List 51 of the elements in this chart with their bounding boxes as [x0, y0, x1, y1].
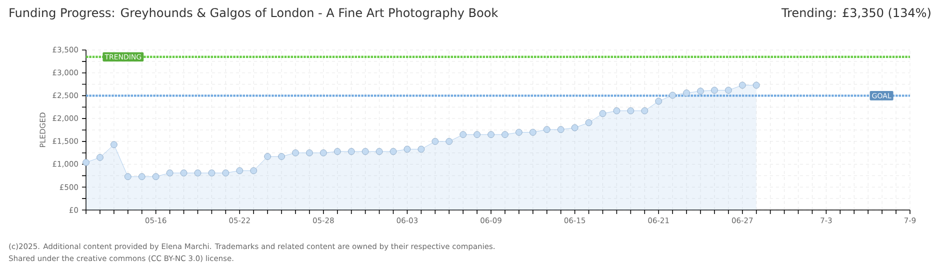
point — [166, 170, 174, 176]
point — [446, 138, 453, 145]
point — [571, 124, 578, 132]
point — [543, 126, 550, 133]
point — [292, 149, 299, 156]
point — [752, 82, 760, 89]
point — [278, 153, 285, 160]
point — [334, 148, 341, 155]
point — [488, 131, 494, 138]
point — [502, 131, 508, 138]
point — [306, 149, 313, 156]
point — [516, 128, 522, 136]
chart-title: Funding Progress: Greyhounds & Galgos of London - A Fine Art Photography Book — [10, 8, 498, 20]
point — [222, 170, 230, 176]
point — [697, 88, 704, 95]
point — [110, 141, 118, 148]
point — [641, 107, 648, 114]
point — [348, 148, 355, 155]
point — [739, 82, 746, 89]
point — [250, 167, 258, 174]
point — [390, 148, 397, 155]
point — [194, 170, 202, 176]
point — [599, 110, 606, 117]
point — [264, 153, 271, 160]
point — [96, 154, 104, 161]
point — [530, 128, 536, 136]
point — [683, 90, 690, 96]
point — [152, 173, 160, 180]
point — [711, 86, 718, 94]
point — [376, 148, 383, 155]
point — [362, 148, 369, 155]
point — [725, 86, 732, 94]
point — [82, 159, 90, 166]
point — [138, 173, 146, 180]
point — [236, 167, 244, 174]
chart-subtitle: Trending: £3,350 (134%) — [781, 8, 930, 20]
point — [320, 149, 327, 156]
point — [460, 131, 466, 138]
point — [669, 92, 676, 99]
point — [418, 146, 425, 153]
point — [627, 107, 634, 114]
point — [557, 126, 564, 133]
point — [124, 173, 132, 180]
point — [404, 146, 411, 153]
point — [474, 131, 480, 138]
point — [613, 107, 620, 114]
point — [432, 138, 439, 145]
point — [585, 119, 592, 126]
point — [655, 98, 662, 105]
point — [208, 170, 216, 176]
point — [180, 170, 188, 176]
